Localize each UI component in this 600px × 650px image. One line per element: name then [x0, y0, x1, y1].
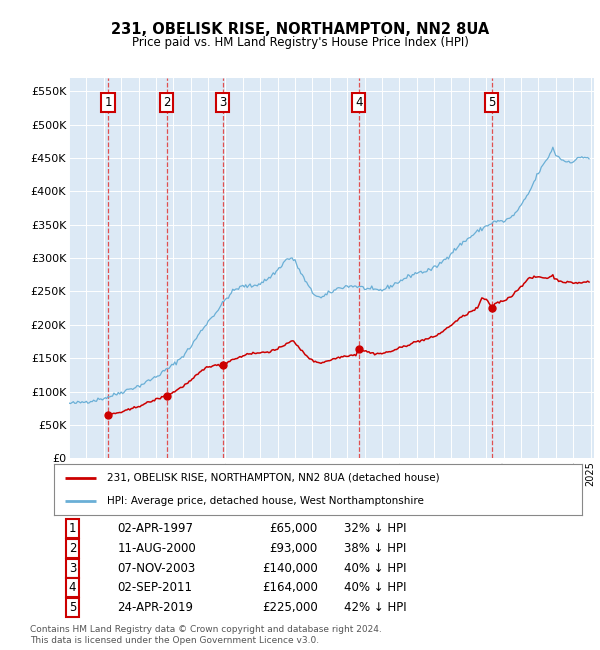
- Text: Contains HM Land Registry data © Crown copyright and database right 2024.
This d: Contains HM Land Registry data © Crown c…: [30, 625, 382, 645]
- Text: 3: 3: [219, 96, 226, 109]
- Text: £225,000: £225,000: [262, 601, 318, 614]
- Text: 42% ↓ HPI: 42% ↓ HPI: [344, 601, 407, 614]
- Text: Price paid vs. HM Land Registry's House Price Index (HPI): Price paid vs. HM Land Registry's House …: [131, 36, 469, 49]
- Text: 1: 1: [104, 96, 112, 109]
- Text: 24-APR-2019: 24-APR-2019: [118, 601, 193, 614]
- Text: 231, OBELISK RISE, NORTHAMPTON, NN2 8UA: 231, OBELISK RISE, NORTHAMPTON, NN2 8UA: [111, 21, 489, 37]
- Text: 02-APR-1997: 02-APR-1997: [118, 522, 193, 535]
- Text: 2: 2: [69, 542, 76, 555]
- Text: £93,000: £93,000: [270, 542, 318, 555]
- Text: 40% ↓ HPI: 40% ↓ HPI: [344, 562, 407, 575]
- Text: 5: 5: [69, 601, 76, 614]
- Text: HPI: Average price, detached house, West Northamptonshire: HPI: Average price, detached house, West…: [107, 496, 424, 506]
- Text: £65,000: £65,000: [270, 522, 318, 535]
- Text: 4: 4: [355, 96, 362, 109]
- Text: 32% ↓ HPI: 32% ↓ HPI: [344, 522, 407, 535]
- Text: 07-NOV-2003: 07-NOV-2003: [118, 562, 196, 575]
- Text: 38% ↓ HPI: 38% ↓ HPI: [344, 542, 407, 555]
- Text: 02-SEP-2011: 02-SEP-2011: [118, 581, 193, 594]
- Text: 231, OBELISK RISE, NORTHAMPTON, NN2 8UA (detached house): 231, OBELISK RISE, NORTHAMPTON, NN2 8UA …: [107, 473, 439, 483]
- Text: £164,000: £164,000: [262, 581, 318, 594]
- Text: £140,000: £140,000: [262, 562, 318, 575]
- Text: 4: 4: [69, 581, 76, 594]
- Text: 3: 3: [69, 562, 76, 575]
- Text: 1: 1: [69, 522, 76, 535]
- Text: 40% ↓ HPI: 40% ↓ HPI: [344, 581, 407, 594]
- Text: 11-AUG-2000: 11-AUG-2000: [118, 542, 196, 555]
- Text: 5: 5: [488, 96, 495, 109]
- Text: 2: 2: [163, 96, 170, 109]
